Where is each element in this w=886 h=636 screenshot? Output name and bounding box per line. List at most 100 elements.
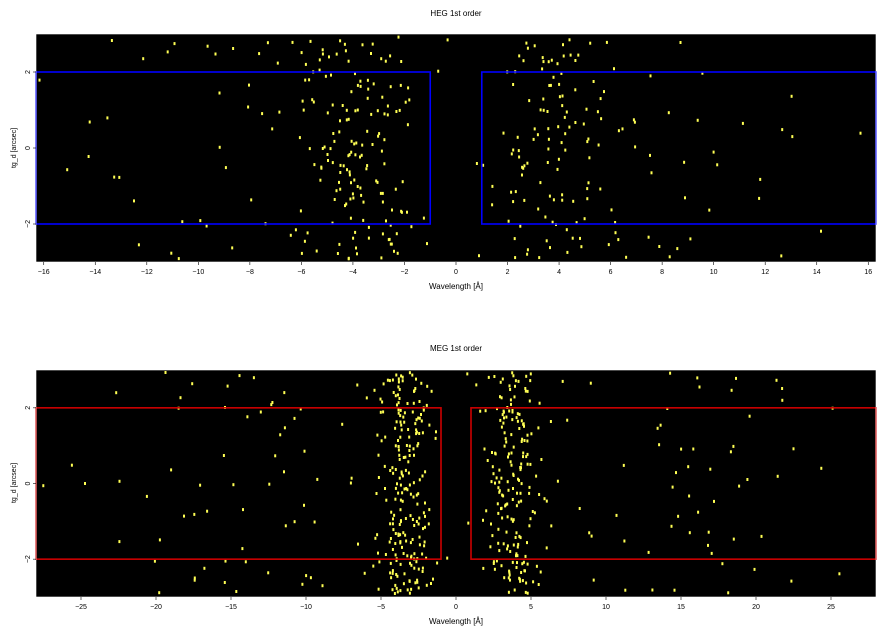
event-pixel [621,127,624,131]
event-pixel [497,511,500,515]
event-pixel [181,220,184,224]
event-pixel [509,578,511,582]
event-pixel [399,83,402,87]
event-pixel [491,465,494,469]
event-pixel [518,534,521,538]
event-pixel [261,112,264,116]
event-pixel [424,525,426,529]
event-pixel [399,541,402,545]
x-tick-label: 0 [454,269,458,276]
event-pixel [354,109,357,113]
event-pixel [401,474,404,478]
event-pixel [411,373,414,377]
x-tick-label: −10 [300,604,312,611]
event-pixel [505,415,508,419]
event-pixel [592,80,595,83]
event-pixel [339,119,341,123]
event-pixel [308,147,311,151]
event-pixel [548,194,551,198]
event-pixel [392,517,394,521]
event-pixel [509,398,512,402]
event-pixel [541,67,544,71]
event-pixel [484,409,487,413]
event-pixel [435,430,437,434]
event-pixel [792,447,795,451]
event-pixel [696,118,699,122]
event-pixel [348,173,351,177]
event-pixel [170,251,173,255]
event-pixel [271,401,274,404]
event-pixel [372,564,375,568]
event-pixel [708,208,711,212]
event-pixel [528,99,531,103]
event-pixel [350,90,353,94]
event-pixel [411,518,414,521]
event-pixel [758,196,761,200]
event-pixel [561,94,564,98]
event-pixel [397,401,400,405]
event-pixel [391,466,394,470]
event-pixel [356,83,359,87]
event-pixel [391,378,394,382]
event-pixel [397,532,400,536]
event-pixel [417,442,420,446]
event-pixel [517,500,520,504]
event-pixel [397,377,400,381]
event-pixel [388,379,391,383]
event-pixel [354,153,357,157]
event-pixel [506,480,509,484]
x-tick-label: −4 [349,269,357,276]
event-pixel [514,384,516,388]
event-pixel [622,463,625,467]
event-pixel [416,444,419,448]
event-pixel [392,528,395,532]
event-pixel [659,423,662,427]
event-pixel [394,426,397,430]
event-pixel [421,552,424,556]
event-pixel [491,534,494,538]
event-pixel [781,128,784,132]
event-pixel [688,494,691,498]
event-pixel [485,509,488,513]
event-pixel [490,522,492,526]
event-pixel [562,54,565,58]
event-pixel [331,221,334,225]
event-pixel [523,198,526,202]
event-pixel [707,543,709,547]
event-pixel [588,531,591,535]
event-pixel [397,448,400,452]
event-pixel [495,476,498,480]
event-pixel [291,40,294,44]
event-pixel [268,482,271,486]
event-pixel [538,401,541,405]
event-pixel [521,437,524,441]
event-pixel [302,108,305,112]
event-pixel [537,583,540,586]
event-pixel [607,243,610,247]
x-tick-label: 10 [602,604,610,611]
event-pixel [406,123,409,127]
event-pixel [393,592,396,595]
event-pixel [352,236,355,240]
event-pixel [397,445,400,448]
event-pixel [820,466,823,470]
event-pixel [398,458,401,461]
event-pixel [350,139,353,143]
x-tick-label: −15 [225,604,237,611]
event-pixel [514,379,517,383]
event-pixel [556,62,559,66]
event-pixel [526,462,529,466]
event-pixel [323,145,326,149]
event-pixel [526,161,529,165]
event-pixel [617,238,620,242]
event-pixel [512,83,515,86]
event-pixel [360,153,363,157]
event-pixel [183,514,185,518]
event-pixel [145,494,148,498]
event-pixel [399,508,402,512]
event-pixel [338,130,341,134]
event-pixel [502,421,505,425]
event-pixel [218,91,221,95]
event-pixel [707,530,710,534]
event-pixel [367,236,370,240]
